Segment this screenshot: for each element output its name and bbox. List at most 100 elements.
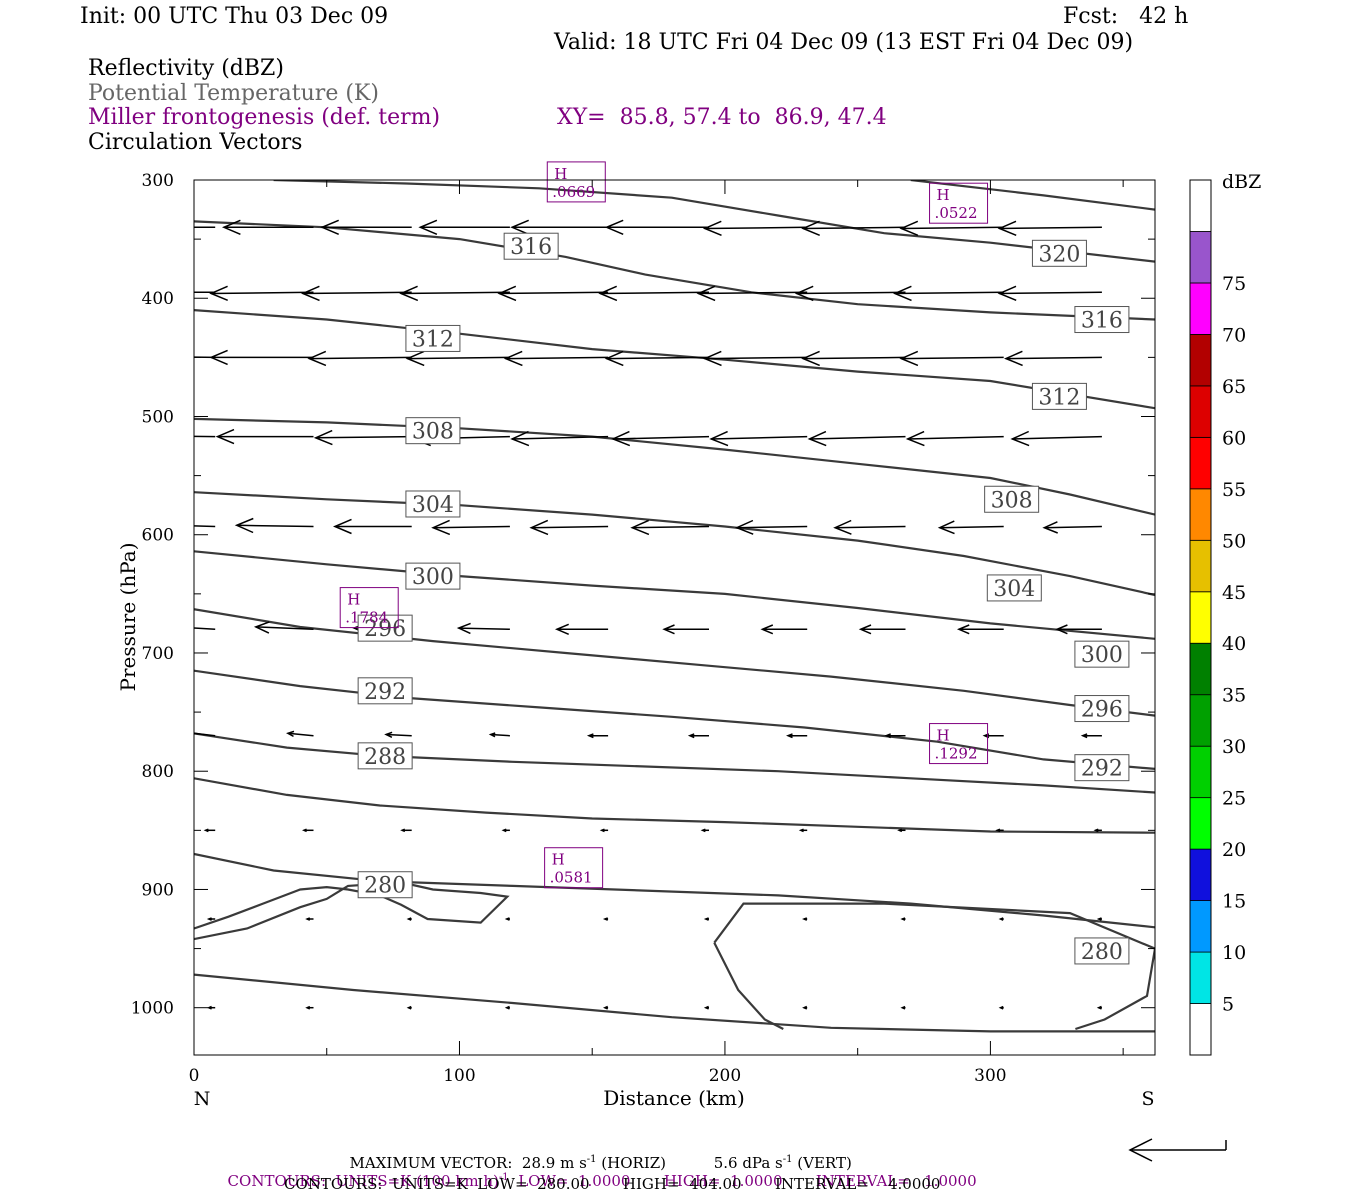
contour-label-text: 292 [1081,757,1123,782]
max-vector-suffix: (VERT) [792,1154,852,1172]
contour-label-304: 304 [405,490,461,518]
vector-shaft [194,435,216,438]
vector-head [126,220,143,234]
vector-head [504,1005,510,1010]
vector-head [286,730,295,738]
frontogenesis-max-label: H [937,727,950,745]
circulation-vector [234,517,314,534]
colorbar-label: 30 [1222,736,1246,758]
frontogenesis-max-box [546,161,606,203]
colorbar-label: 20 [1222,839,1246,861]
contour-label-280: 280 [1074,937,1130,965]
vector-head [998,917,1004,921]
vector-shaft [901,226,1004,230]
vector-shaft [490,733,510,737]
frontogenesis-max-label: H [552,851,565,869]
circulation-vector [786,733,808,739]
vector-head [399,285,419,302]
contour-label-box [503,232,559,260]
contour-label-text: 320 [1038,242,1080,267]
vector-head [586,733,594,739]
circulation-vector [897,828,906,833]
frontogenesis-max: H.1292 [929,723,989,765]
vector-head [905,430,925,447]
field-frontogenesis: Miller frontogenesis (def. term) [88,105,441,130]
colorbar-segment [1189,539,1212,593]
colorbar-frame [1189,179,1212,1056]
contour-label-box [357,614,413,642]
circulation-vector [801,350,906,367]
vector-head [599,828,605,833]
contour-label-box [1074,754,1130,782]
max-vector-mid: (HORIZ) 5.6 dPa s [596,1154,783,1172]
x-axis-right-end: S [1141,1088,1154,1110]
contour-label-288: 288 [357,742,413,770]
vector-head [206,917,212,921]
colorbar-segment [1189,848,1212,901]
vector-head [1096,1005,1102,1010]
contour-label-text: 300 [412,565,454,590]
circulation-vector [209,349,314,366]
vector-head [598,285,618,302]
vector-head [488,732,496,738]
vector-head [1080,733,1088,739]
vector-shaft [407,356,510,360]
vector-head [234,517,254,534]
circulation-vector [703,1005,709,1010]
circulation-vector [1055,624,1102,635]
frontogenesis-max: H.0581 [544,847,604,889]
circulation-vector [194,435,216,438]
vector-shaft [606,356,710,360]
contour-label-text: 280 [1081,940,1123,965]
vector-head [900,917,906,921]
vector-head [203,828,209,833]
colorbar-label: 5 [1222,994,1234,1016]
contour-label-text: 304 [412,493,454,518]
circulation-vector [905,430,1004,447]
max-vector-prefix: MAXIMUM VECTOR: 28.9 m s [349,1154,587,1172]
circulation-vector [998,1005,1004,1010]
vector-head [709,430,729,447]
vector-shaft [612,435,710,440]
circulation-vector [586,733,609,739]
circulation-vector [599,828,609,833]
contour-label-text: 316 [510,235,552,260]
vector-shaft [698,291,808,295]
circulation-vector [900,1005,906,1010]
contour-label-text: 296 [364,617,406,642]
circulation-vector [1003,350,1102,367]
contour-label-text: 308 [412,420,454,445]
circulation-vector [194,732,216,737]
circulation-vector [431,519,510,536]
colorbar-label: 70 [1222,324,1246,346]
frontogenesis-max-value: .0669 [552,183,595,201]
circulation-vector [892,285,1004,302]
contour-label-box [984,485,1040,513]
x-axis-title: Distance (km) [603,1086,745,1110]
vector-head [807,430,827,447]
circulation-vector [1080,733,1102,739]
vector-head [703,917,709,921]
vector-shaft [907,435,1004,440]
circulation-vector [1093,828,1102,833]
vector-head [406,917,412,921]
circulation-vector [400,828,412,833]
circulation-vector [399,285,510,302]
contour-label-text: 304 [993,577,1035,602]
y-tick-label: 700 [142,644,174,664]
frontogenesis-max-label: H [554,165,567,183]
contour-label-box [1074,306,1130,334]
contour-label-316: 316 [1074,306,1130,334]
valid-time: Valid: 18 UTC Fri 04 Dec 09 (13 EST Fri … [554,30,1134,55]
colorbar-segment [1189,436,1212,490]
vector-head [703,1005,709,1010]
circulation-vector [301,828,314,833]
circulation-vector [709,430,808,447]
colorbar-label: 25 [1222,788,1246,810]
vector-shaft [315,435,412,439]
frontogenesis-max-label: H [937,186,950,204]
contour-label-312: 312 [1031,382,1087,410]
contour-label-text: 292 [364,680,406,705]
